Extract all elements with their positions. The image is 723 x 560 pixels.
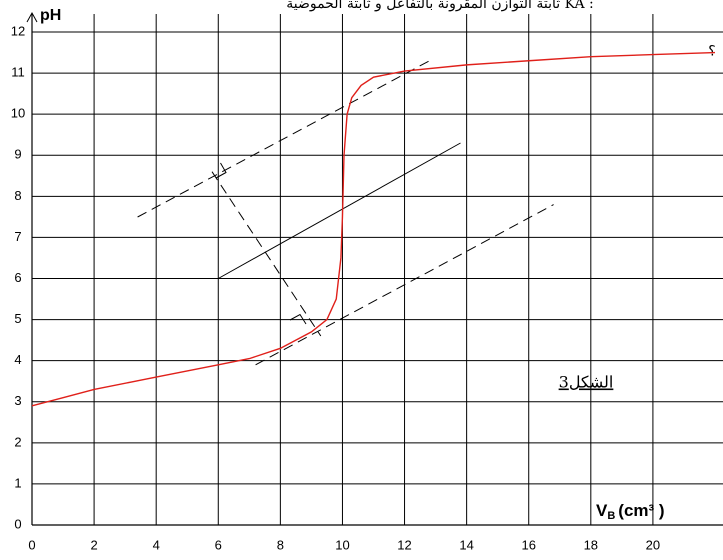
tangent-lower — [255, 204, 554, 366]
y-tick-label: 10 — [11, 106, 25, 121]
x-axis-label: VB (cm³ ) — [596, 501, 665, 521]
y-tick-label: 0 — [14, 516, 21, 531]
titration-curve — [31, 51, 716, 407]
x-tick-label: 2 — [90, 537, 97, 552]
y-tick-label: 12 — [11, 23, 25, 38]
x-tick-label: 0 — [28, 537, 35, 552]
y-tick-label: 5 — [14, 311, 21, 326]
x-tick-label: 20 — [646, 537, 660, 552]
figure-label: الشكل3 — [559, 373, 614, 392]
y-axis-label: pH — [40, 7, 61, 24]
x-tick-label: 6 — [215, 537, 222, 552]
question-text: ثابتة التوازن المقرونة بالتفاعل و ثابتة … — [286, 0, 594, 12]
y-tick-label: 6 — [14, 270, 21, 285]
x-tick-label: 10 — [335, 537, 349, 552]
y-tick-label: 4 — [14, 352, 21, 367]
y-tick-label: 3 — [14, 393, 21, 408]
y-tick-label: 11 — [11, 65, 25, 80]
y-tick-label: 2 — [14, 434, 21, 449]
right-angle-mark — [289, 313, 307, 325]
x-label-symbol: V — [596, 501, 608, 520]
x-label-subscript: B — [607, 510, 615, 522]
x-tick-label: 8 — [277, 537, 284, 552]
right-angle-mark — [215, 162, 227, 179]
side-mark: ؟ — [708, 43, 715, 59]
x-tick-label: 16 — [521, 537, 535, 552]
x-tick-label: 12 — [397, 537, 411, 552]
y-axis-arrow — [26, 11, 38, 23]
x-tick-label: 14 — [459, 537, 473, 552]
median-line — [218, 142, 461, 279]
x-tick-label: 18 — [584, 537, 598, 552]
y-tick-label: 9 — [14, 147, 21, 162]
perpendicular — [211, 171, 322, 337]
tangent-upper — [137, 60, 430, 218]
y-tick-label: 7 — [14, 229, 21, 244]
x-label-unit: (cm³ ) — [618, 501, 664, 520]
x-tick-label: 4 — [153, 537, 160, 552]
y-tick-label: 8 — [14, 188, 21, 203]
y-tick-label: 1 — [14, 475, 21, 490]
